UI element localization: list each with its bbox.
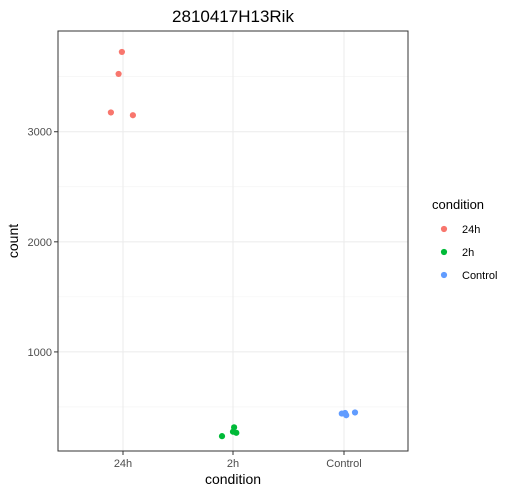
data-point-control (351, 409, 359, 416)
legend-label-24h: 24h (462, 224, 480, 236)
data-point-24h (118, 48, 125, 56)
data-point-2h (233, 429, 240, 436)
data-point-2h (231, 424, 238, 431)
x-tick-label: Control (326, 458, 361, 470)
axis-ticks: 1000 2000 3000 24h 2h Control (28, 127, 362, 470)
y-tick-label: 3000 (28, 127, 52, 139)
gridlines (58, 31, 408, 451)
y-tick-label: 1000 (28, 347, 52, 359)
data-point-24h (107, 109, 114, 116)
x-axis-title: condition (205, 471, 261, 487)
legend-title: condition (432, 197, 484, 212)
data-points (107, 48, 359, 440)
legend-label-2h: 2h (462, 247, 474, 259)
x-tick-label: 24h (114, 458, 132, 470)
y-axis-title: count (5, 224, 21, 258)
legend-label-control: Control (462, 270, 497, 282)
legend-key-24h (440, 225, 448, 233)
data-point-control (343, 412, 350, 419)
data-point-24h (129, 112, 136, 119)
legend: condition 24h 2h Control (432, 197, 497, 282)
data-point-24h (115, 70, 122, 78)
legend-key-control (440, 271, 448, 279)
legend-key-2h (440, 248, 448, 256)
chart-title: 2810417H13Rik (172, 7, 294, 26)
x-tick-label: 2h (227, 458, 239, 470)
y-tick-label: 2000 (28, 237, 52, 249)
data-point-2h (218, 433, 226, 440)
